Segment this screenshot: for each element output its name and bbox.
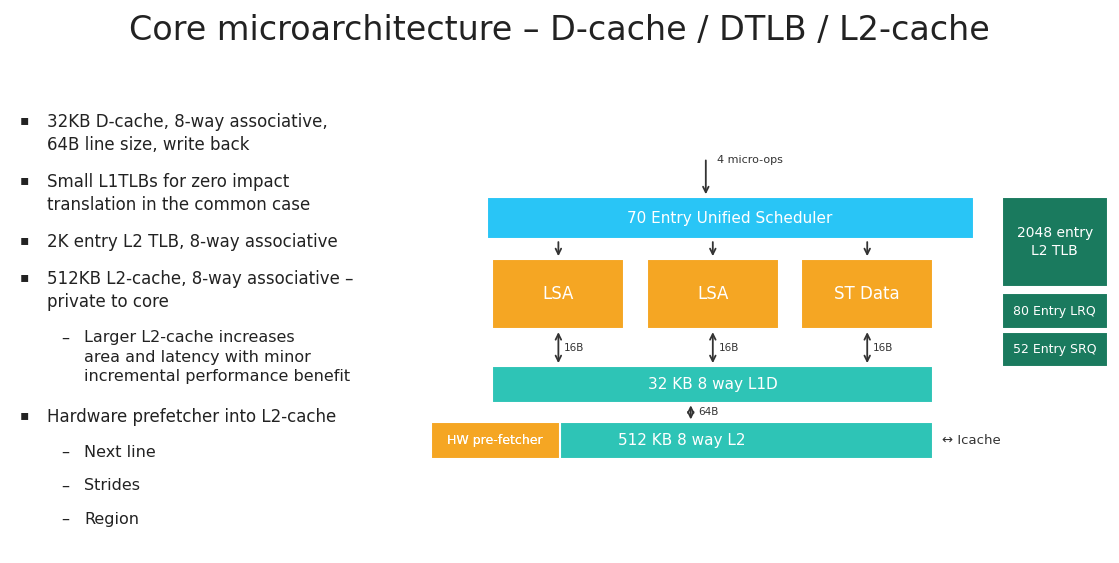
FancyBboxPatch shape	[1002, 332, 1108, 367]
FancyBboxPatch shape	[487, 197, 974, 239]
Text: 16B: 16B	[873, 343, 893, 352]
Text: Core microarchitecture – D-cache / DTLB / L2-cache: Core microarchitecture – D-cache / DTLB …	[129, 14, 990, 47]
Text: 512KB L2-cache, 8-way associative –
private to core: 512KB L2-cache, 8-way associative – priv…	[47, 270, 354, 311]
FancyBboxPatch shape	[1002, 293, 1108, 329]
Text: 32 KB 8 way L1D: 32 KB 8 way L1D	[648, 377, 778, 392]
FancyBboxPatch shape	[431, 422, 560, 459]
Text: ▪: ▪	[20, 270, 29, 284]
Text: 32KB D-cache, 8-way associative,
64B line size, write back: 32KB D-cache, 8-way associative, 64B lin…	[47, 113, 328, 154]
FancyBboxPatch shape	[492, 259, 624, 329]
Text: LSA: LSA	[543, 285, 574, 303]
Text: Hardware prefetcher into L2-cache: Hardware prefetcher into L2-cache	[47, 408, 336, 426]
Text: Small L1TLBs for zero impact
translation in the common case: Small L1TLBs for zero impact translation…	[47, 173, 310, 214]
Text: ▪: ▪	[20, 113, 29, 127]
Text: –: –	[62, 330, 69, 345]
Text: ▪: ▪	[20, 233, 29, 247]
Text: ▪: ▪	[20, 173, 29, 187]
Text: LSA: LSA	[697, 285, 728, 303]
Text: ST Data: ST Data	[835, 285, 900, 303]
Text: 70 Entry Unified Scheduler: 70 Entry Unified Scheduler	[628, 211, 833, 226]
Text: 2K entry L2 TLB, 8-way associative: 2K entry L2 TLB, 8-way associative	[47, 233, 338, 251]
Text: 64B: 64B	[698, 408, 720, 417]
FancyBboxPatch shape	[801, 259, 933, 329]
Text: 16B: 16B	[564, 343, 584, 352]
Text: Next line: Next line	[84, 445, 156, 459]
Text: 2048 entry
L2 TLB: 2048 entry L2 TLB	[1016, 226, 1093, 258]
Text: 80 Entry LRQ: 80 Entry LRQ	[1014, 305, 1096, 318]
Text: HW pre-fetcher: HW pre-fetcher	[448, 434, 543, 447]
Text: 4 micro-ops: 4 micro-ops	[717, 155, 783, 165]
Text: HW pre-fetcher: HW pre-fetcher	[448, 434, 543, 447]
Text: –: –	[62, 512, 69, 527]
Text: Strides: Strides	[84, 479, 140, 493]
FancyBboxPatch shape	[1002, 197, 1108, 287]
Text: 52 Entry SRQ: 52 Entry SRQ	[1013, 343, 1097, 356]
Text: Larger L2-cache increases
area and latency with minor
incremental performance be: Larger L2-cache increases area and laten…	[84, 330, 350, 384]
Text: –: –	[62, 445, 69, 459]
FancyBboxPatch shape	[431, 422, 560, 459]
Text: ↔ Icache: ↔ Icache	[942, 434, 1002, 447]
FancyBboxPatch shape	[492, 366, 933, 403]
Text: ▪: ▪	[20, 408, 29, 422]
Text: Region: Region	[84, 512, 139, 527]
FancyBboxPatch shape	[647, 259, 779, 329]
FancyBboxPatch shape	[431, 422, 933, 459]
Text: 512 KB 8 way L2: 512 KB 8 way L2	[619, 433, 745, 448]
Text: –: –	[62, 479, 69, 493]
Text: 16B: 16B	[718, 343, 739, 352]
